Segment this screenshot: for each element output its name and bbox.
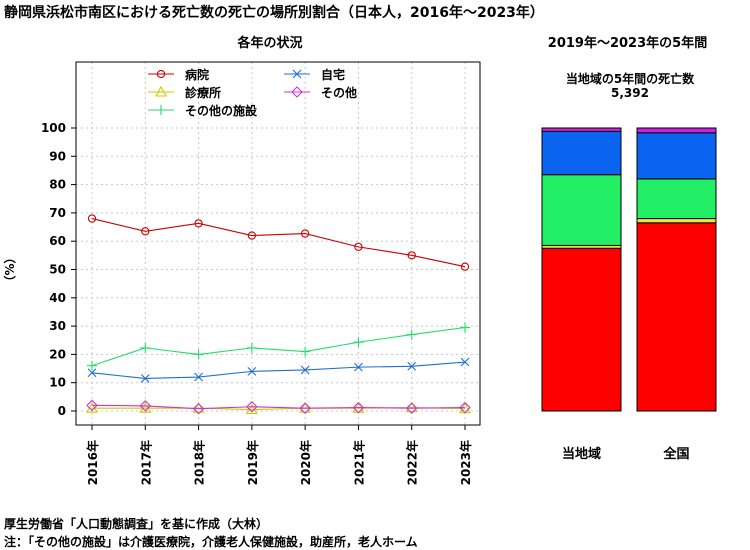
data-point	[247, 231, 257, 240]
data-point	[460, 262, 470, 271]
source-note: 厚生労働省「人口動態調査」を基に作成（大林）	[4, 517, 269, 531]
series-line	[91, 326, 466, 367]
data-point	[299, 402, 311, 414]
stacked-bar-segment	[636, 127, 717, 134]
y-tick-label: 0	[58, 404, 66, 418]
data-point	[193, 349, 204, 360]
definition-note: 注：「その他の施設」は介護医療院，介護老人保健施設，助産所，老人ホーム	[4, 535, 418, 549]
data-point	[354, 242, 363, 252]
y-axis-label: （%）	[2, 251, 17, 287]
bar-category-label: 全国	[662, 446, 689, 462]
legend-marker	[292, 69, 302, 79]
data-point	[139, 400, 152, 412]
x-tick-label: 2019年	[245, 440, 260, 485]
bar-chart-subtitle: 当地域の5年間の死亡数	[565, 72, 695, 86]
y-tick-label: 90	[49, 149, 66, 163]
legend-label: 自宅	[321, 67, 345, 82]
stacked-bar-segment	[541, 127, 622, 132]
data-point	[246, 400, 258, 413]
stacked-bar-segment	[541, 130, 622, 176]
chart-title: 静岡県浜松市南区における死亡数の死亡の場所別割合（日本人，2016年～2023年…	[4, 5, 544, 21]
y-tick-label: 30	[49, 319, 66, 333]
bar-chart-death-count: 5,392	[611, 86, 649, 100]
data-point	[405, 401, 418, 413]
x-tick-label: 2022年	[405, 440, 420, 485]
legend-marker	[291, 86, 303, 98]
y-tick-label: 80	[49, 178, 66, 192]
y-tick-label: 20	[49, 347, 66, 361]
legend-marker	[155, 85, 167, 97]
data-point	[459, 401, 471, 414]
data-point	[352, 401, 365, 414]
data-point	[407, 251, 416, 260]
x-tick-label: 2016年	[85, 440, 100, 485]
data-point	[87, 214, 97, 223]
data-point	[192, 402, 205, 415]
series-line	[91, 404, 466, 410]
data-point	[141, 227, 150, 236]
data-point	[192, 402, 205, 413]
x-tick-label: 2017年	[138, 440, 153, 485]
data-point	[405, 402, 418, 414]
legend-label: 診療所	[185, 85, 221, 100]
legend-marker	[156, 105, 166, 115]
stacked-bar-segment	[636, 218, 717, 224]
line-chart-title: 各年の状況	[237, 36, 303, 51]
data-point	[300, 346, 311, 357]
stacked-bar-segment	[636, 132, 717, 180]
data-point	[246, 342, 257, 353]
bar-category-label: 当地域	[562, 446, 601, 462]
data-point	[87, 360, 97, 371]
x-tick-label: 2023年	[458, 440, 473, 485]
stacked-bar-segment	[541, 247, 622, 412]
data-point	[460, 357, 470, 367]
data-point	[300, 229, 310, 238]
data-point	[194, 219, 203, 228]
x-tick-label: 2020年	[298, 440, 313, 485]
y-tick-label: 60	[49, 234, 66, 248]
stacked-bar-segment	[636, 222, 717, 412]
data-point	[140, 374, 150, 383]
legend-marker	[156, 69, 166, 79]
data-point	[300, 365, 310, 375]
data-point	[247, 366, 257, 376]
data-point	[353, 337, 364, 348]
x-tick-label: 2018年	[192, 440, 207, 485]
x-tick-label: 2021年	[351, 440, 366, 485]
data-point	[87, 368, 97, 378]
legend-label: その他	[321, 85, 357, 100]
data-point	[86, 399, 98, 412]
stacked-bar-segment	[541, 174, 622, 246]
data-point	[460, 322, 470, 333]
y-tick-label: 10	[49, 376, 66, 390]
data-point	[407, 361, 417, 371]
data-point	[194, 372, 203, 382]
data-point	[140, 342, 151, 353]
y-tick-label: 50	[49, 263, 66, 277]
plot-frame	[75, 61, 481, 426]
y-tick-label: 100	[41, 121, 66, 135]
legend-label: その他の施設	[185, 103, 258, 118]
stacked-bar-segment	[636, 178, 717, 220]
series-line	[91, 361, 466, 380]
y-tick-label: 40	[49, 291, 66, 305]
data-point	[354, 362, 363, 372]
legend-label: 病院	[185, 67, 209, 82]
y-tick-label: 70	[49, 206, 66, 220]
bar-chart-title: 2019年～2023年の5年間	[547, 36, 708, 51]
series-line	[91, 218, 466, 268]
data-point	[406, 329, 417, 340]
